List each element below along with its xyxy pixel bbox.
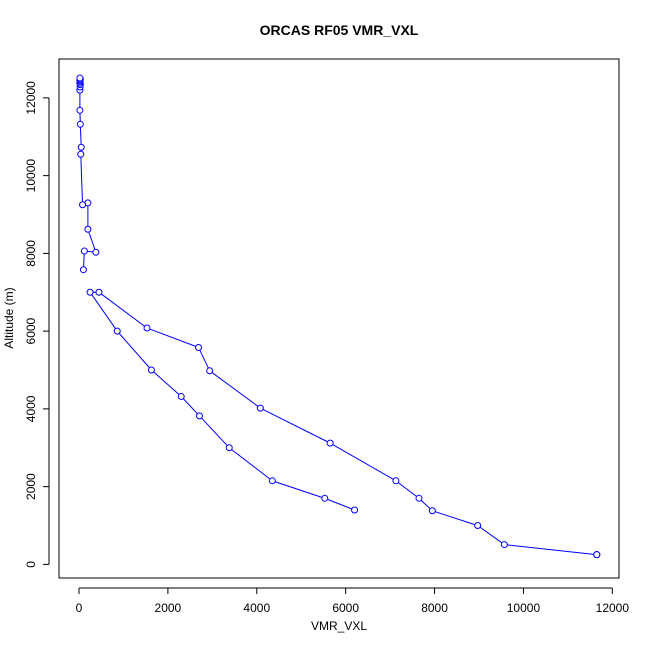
x-tick-label: 4000 bbox=[243, 601, 270, 615]
series-1-segment bbox=[397, 482, 417, 497]
x-tick-label: 2000 bbox=[155, 601, 182, 615]
series-1-point bbox=[500, 541, 508, 549]
series-1-segment bbox=[101, 293, 145, 327]
y-tick-label: 8000 bbox=[24, 240, 38, 267]
series-2-segment bbox=[88, 231, 96, 250]
x-axis: 0 2000 4000 6000 8000 10000 12000 bbox=[76, 587, 630, 615]
series-1-segment bbox=[153, 371, 180, 395]
series-1-segment bbox=[435, 511, 475, 526]
series-2-point bbox=[77, 150, 85, 158]
series-2-point bbox=[80, 247, 88, 255]
y-tick-label: 0 bbox=[24, 561, 38, 568]
y-tick-label: 10000 bbox=[24, 159, 38, 193]
series-1-segment bbox=[420, 499, 431, 510]
y-tick-label: 2000 bbox=[24, 473, 38, 500]
series-1-point bbox=[95, 288, 103, 296]
series-1-point bbox=[268, 477, 276, 485]
series-1-segment bbox=[118, 333, 150, 369]
series-1-point bbox=[195, 412, 203, 420]
series-1-segment bbox=[149, 328, 196, 347]
series-1-point bbox=[593, 551, 601, 559]
y-tick-label: 4000 bbox=[24, 395, 38, 422]
series-1-point bbox=[195, 343, 203, 351]
plot-area-border bbox=[58, 58, 620, 579]
y-tick-label: 6000 bbox=[24, 317, 38, 344]
series-1-segment bbox=[91, 294, 116, 329]
y-axis-label: Altitude (m) bbox=[2, 287, 16, 348]
series-2-point bbox=[76, 74, 84, 82]
series-2-segment bbox=[83, 254, 85, 267]
series-1-point bbox=[415, 494, 423, 502]
series-1-segment bbox=[507, 544, 594, 555]
series-1-segment bbox=[199, 349, 209, 369]
series-1-segment bbox=[201, 417, 228, 446]
x-axis-label: VMR_VXL bbox=[311, 619, 367, 633]
series-2-segment bbox=[79, 127, 82, 145]
x-tick-label: 8000 bbox=[421, 601, 448, 615]
y-axis: 0 2000 4000 6000 8000 10000 12000 bbox=[24, 81, 50, 568]
series-1-segment bbox=[262, 409, 328, 443]
y-tick-label: 12000 bbox=[24, 81, 38, 115]
chart-title: ORCAS RF05 VMR_VXL bbox=[260, 22, 419, 38]
series-1-segment bbox=[479, 526, 503, 544]
series-1-point bbox=[256, 404, 264, 412]
series-2-point bbox=[76, 106, 84, 114]
series-1-point bbox=[177, 392, 185, 400]
series-2-point bbox=[84, 225, 92, 233]
series-2-point bbox=[79, 201, 87, 209]
series-1-segment bbox=[332, 444, 394, 480]
series-2-point bbox=[79, 266, 87, 274]
series-1-segment bbox=[327, 498, 352, 510]
series-layer bbox=[76, 74, 601, 559]
series-2-point bbox=[76, 120, 84, 128]
series-1-point bbox=[225, 444, 233, 452]
series-1-segment bbox=[182, 398, 198, 415]
series-1-point bbox=[147, 366, 155, 374]
series-1-segment bbox=[231, 449, 271, 480]
series-1-point bbox=[351, 506, 359, 514]
series-1-segment bbox=[211, 372, 259, 407]
series-1-point bbox=[206, 367, 214, 375]
x-tick-label: 10000 bbox=[507, 601, 541, 615]
series-2-segment bbox=[80, 157, 83, 202]
series-1-segment bbox=[275, 481, 323, 498]
series-2-segment bbox=[87, 250, 93, 253]
series-1-point bbox=[326, 439, 334, 447]
series-1-point bbox=[321, 494, 329, 502]
series-1-point bbox=[474, 522, 482, 530]
series-1-point bbox=[428, 507, 436, 515]
series-1-point bbox=[86, 288, 94, 296]
x-tick-label: 12000 bbox=[596, 601, 630, 615]
series-1-point bbox=[143, 324, 151, 332]
series-2-point bbox=[92, 248, 100, 256]
series-1-point bbox=[113, 327, 121, 335]
series-1-point bbox=[392, 477, 400, 485]
x-tick-label: 6000 bbox=[332, 601, 359, 615]
x-tick-label: 0 bbox=[76, 601, 83, 615]
series-2-point bbox=[77, 143, 85, 151]
